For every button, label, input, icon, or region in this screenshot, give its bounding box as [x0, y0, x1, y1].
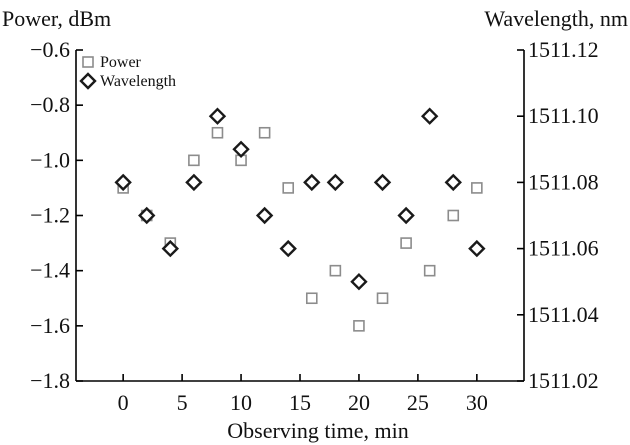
legend-wavelength-label: Wavelength	[100, 73, 176, 90]
power-point	[400, 237, 412, 249]
power-point	[471, 182, 483, 194]
left-axis-title: Power, dBm	[2, 6, 111, 31]
power-point	[188, 154, 200, 167]
left-y-tick-label: −1.6	[30, 313, 70, 338]
power-point	[447, 209, 460, 222]
left-y-tick-label: −1.0	[30, 147, 70, 172]
power-point	[305, 292, 318, 305]
x-tick-label: 25	[407, 390, 429, 415]
wavelength-point	[350, 273, 368, 291]
series-wavelength	[114, 107, 486, 291]
power-point	[376, 292, 389, 305]
left-y-tick-label: −1.4	[30, 258, 70, 283]
legend-wavelength-marker	[79, 72, 97, 90]
left-y-tick-label: −1.8	[30, 368, 70, 393]
x-tick-label: 5	[177, 390, 188, 415]
data-points	[114, 107, 486, 332]
right-axis-title: Wavelength, nm	[484, 6, 628, 31]
power-point	[258, 126, 271, 139]
left-y-tick-label: −0.6	[30, 37, 70, 62]
right-y-tick-label: 1511.02	[528, 368, 599, 393]
right-y-tick-label: 1511.04	[528, 302, 599, 327]
right-y-tick-label: 1511.08	[528, 169, 599, 194]
wavelength-point	[114, 173, 132, 192]
power-point	[329, 264, 342, 277]
wavelength-point	[468, 239, 486, 258]
wavelength-point	[420, 107, 439, 125]
x-tick-label: 10	[230, 390, 252, 415]
wavelength-point	[444, 173, 462, 192]
wavelength-point	[232, 140, 250, 158]
x-tick-label: 20	[348, 390, 370, 415]
wavelength-point	[255, 206, 274, 225]
wavelength-point	[397, 206, 415, 225]
left-y-tick-label: −1.2	[30, 203, 70, 228]
tick-labels: 0 5 10 15 20 25 30 −0.6 −0.8 −1.0 −1.2 −1.4 −1.6 −1.8…	[30, 37, 599, 415]
power-point	[423, 264, 436, 277]
legend-power-marker	[82, 56, 94, 68]
wavelength-point	[208, 107, 227, 125]
wavelength-point	[326, 173, 345, 192]
right-y-tick-label: 1511.12	[528, 37, 599, 62]
left-y-tick-label: −0.8	[30, 92, 70, 117]
power-point	[353, 320, 365, 332]
wavelength-point	[373, 173, 392, 192]
tick-marks	[76, 49, 524, 382]
wavelength-point	[161, 239, 180, 258]
wavelength-point	[303, 173, 321, 192]
power-point	[211, 126, 224, 139]
wavelength-point	[279, 239, 297, 258]
right-y-tick-label: 1511.06	[528, 236, 599, 261]
wavelength-point	[185, 173, 203, 192]
x-tick-label: 15	[289, 390, 311, 415]
x-axis-title: Observing time, min	[227, 418, 408, 443]
x-tick-label: 30	[466, 390, 488, 415]
legend-power-label: Power	[100, 54, 142, 71]
right-y-tick-label: 1511.10	[528, 103, 599, 128]
wavelength-point	[138, 206, 156, 225]
legend: Power Wavelength	[79, 54, 176, 90]
series-power	[117, 126, 483, 332]
power-point	[282, 182, 295, 194]
x-tick-label: 0	[118, 390, 129, 415]
